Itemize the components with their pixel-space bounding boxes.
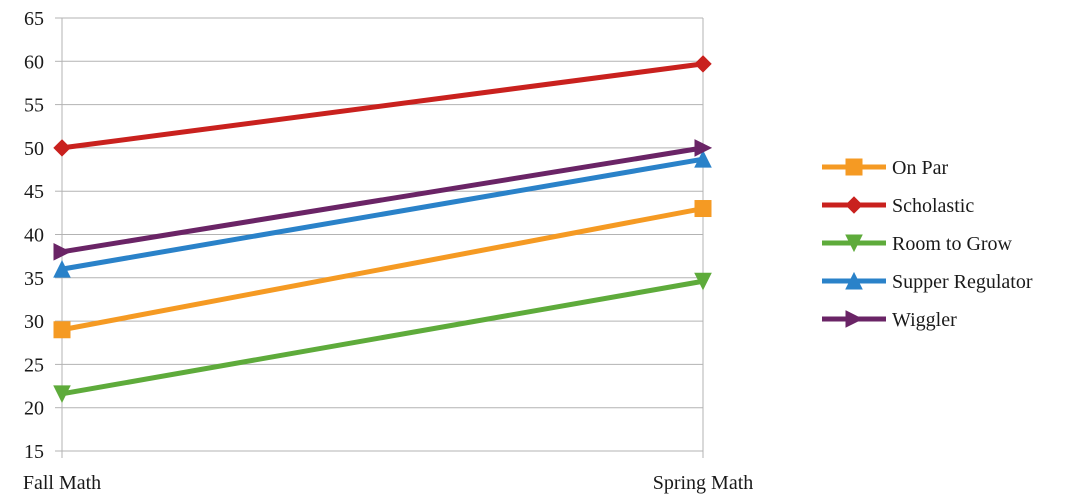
x-tick-label: Fall Math: [23, 472, 101, 494]
legend-label: Room to Grow: [892, 233, 1013, 255]
y-tick-label: 65: [24, 8, 44, 30]
data-point-triangle-right: [845, 310, 864, 328]
data-point-triangle-up: [845, 271, 863, 290]
data-point-triangle-right: [694, 139, 713, 157]
data-point-triangle-down: [53, 385, 71, 403]
series-line: [61, 206, 704, 333]
data-point-triangle-up: [53, 260, 71, 278]
y-tick-label: 20: [24, 398, 44, 420]
y-tick-label: 30: [24, 311, 44, 333]
legend-label: Supper Regulator: [892, 271, 1033, 293]
series-on-par: [53, 200, 712, 339]
series-line: [61, 278, 704, 397]
y-tick-label: 60: [24, 51, 44, 73]
legend-label: Wiggler: [892, 309, 957, 331]
data-point-diamond: [845, 196, 863, 214]
data-point-triangle-right: [53, 243, 72, 261]
data-point-triangle-down: [845, 234, 863, 253]
series-room-to-grow: [53, 272, 712, 403]
x-tick-label: Spring Math: [653, 472, 754, 494]
legend-item: On Par: [822, 157, 948, 179]
series-wiggler: [53, 139, 713, 261]
series-supper-regulator: [53, 150, 712, 278]
legend: On Par Scholastic Room to Grow Supper Regul…: [822, 157, 1033, 331]
data-point-square: [845, 158, 863, 176]
x-axis-ticks: Fall Math Spring Math: [23, 472, 753, 494]
legend-item: Scholastic: [822, 195, 974, 217]
series-group: [53, 55, 713, 403]
axes: [61, 18, 704, 458]
series-line: [61, 61, 704, 151]
legend-item: Room to Grow: [822, 233, 1013, 255]
legend-item: Supper Regulator: [822, 271, 1033, 293]
data-point-triangle-down: [694, 272, 712, 291]
y-tick-label: 45: [24, 181, 44, 203]
data-point-diamond: [694, 55, 712, 73]
legend-label: Scholastic: [892, 195, 974, 217]
y-tick-label: 40: [24, 225, 44, 247]
y-tick-label: 15: [24, 441, 44, 463]
data-point-triangle-up: [694, 150, 712, 168]
data-point-square: [694, 200, 712, 218]
y-tick-label: 55: [24, 95, 44, 117]
data-point-square: [53, 321, 71, 339]
y-tick-label: 50: [24, 138, 44, 160]
y-tick-label: 35: [24, 268, 44, 290]
legend-item: Wiggler: [822, 309, 957, 331]
series-line: [61, 156, 704, 272]
legend-label: On Par: [892, 157, 948, 179]
data-point-diamond: [53, 139, 71, 157]
y-tick-label: 25: [24, 354, 44, 376]
y-axis-ticks: 15 20 25 30 35 40 45 50 55 60 65: [24, 8, 62, 463]
series-scholastic: [53, 55, 712, 157]
series-line: [61, 145, 704, 255]
